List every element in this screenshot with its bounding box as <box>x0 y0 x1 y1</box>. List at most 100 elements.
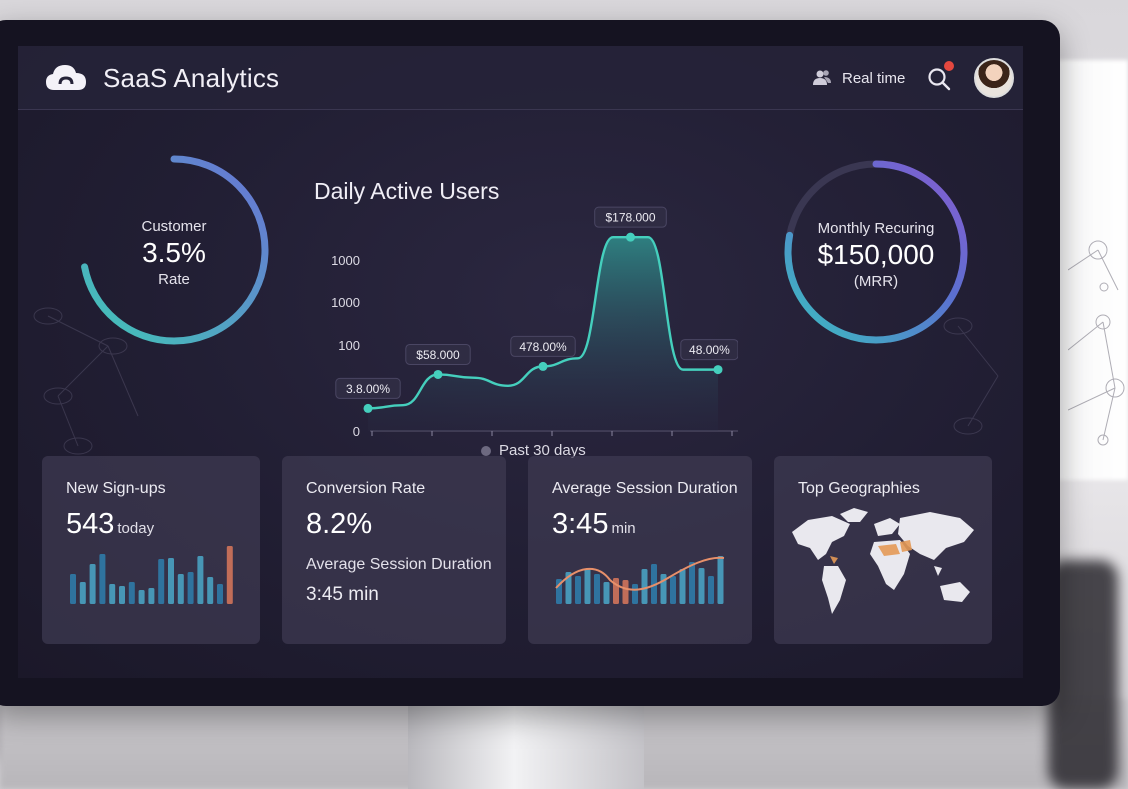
background-network-graphic <box>1068 240 1125 446</box>
dau-data-point[interactable] <box>626 232 635 242</box>
conversion-rate-card[interactable]: Conversion Rate 8.2% Average Session Dur… <box>282 456 506 644</box>
legend-label: Past 30 days <box>499 442 586 459</box>
map-north-america <box>792 516 850 560</box>
mrr-label: Monthly Recuring <box>817 220 935 237</box>
app-title: SaaS Analytics <box>103 63 280 93</box>
dau-title: Daily Active Users <box>314 178 500 204</box>
conversion-value: 8.2% <box>306 508 373 540</box>
dau-data-point[interactable] <box>433 369 443 379</box>
signups-bar <box>207 577 214 604</box>
map-highlight-central-america <box>830 556 838 564</box>
dau-data-label: $178.000 <box>605 211 655 225</box>
map-africa <box>870 540 910 590</box>
signups-bar <box>217 584 223 604</box>
session-bar <box>641 569 648 604</box>
map-highlight-middle-east <box>900 540 912 552</box>
map-highlight-north-africa <box>878 544 900 556</box>
session-title: Average Session Duration <box>552 480 738 497</box>
signups-bar <box>226 546 233 604</box>
map-southeast-asia <box>934 566 942 576</box>
dau-line <box>367 235 718 410</box>
dau-area <box>368 237 718 431</box>
session-bar <box>584 569 591 604</box>
signups-bar <box>128 582 135 604</box>
cloud-logo-icon <box>46 65 86 90</box>
session-bar <box>689 562 695 604</box>
users-icon[interactable] <box>812 68 832 88</box>
y-tick-label: 0 <box>353 424 360 438</box>
session-bar <box>698 568 705 604</box>
signups-bar <box>187 572 194 604</box>
mrr-value: $150,000 <box>817 239 935 270</box>
notification-dot <box>944 61 954 71</box>
signups-bar <box>79 582 86 604</box>
user-avatar[interactable] <box>974 58 1014 98</box>
session-number: 3:45 <box>552 508 609 540</box>
session-unit: min <box>611 520 636 537</box>
signups-bar <box>138 590 145 604</box>
conversion-sub-value: 3:45 min <box>306 584 379 605</box>
map-greenland <box>840 508 868 522</box>
dau-chart: 02010010001000AoroMonVlipMonJohSgoTrop 3… <box>331 206 738 438</box>
signups-bar <box>148 588 155 604</box>
signups-bar <box>168 558 174 604</box>
dau-data-label: 478.00% <box>519 340 567 354</box>
session-bar-chart <box>555 556 725 604</box>
dau-data-label: 3.8.00% <box>346 382 390 396</box>
signups-bar <box>197 556 204 604</box>
signups-bar <box>99 554 106 604</box>
map-australia <box>940 582 970 602</box>
y-tick-label: 100 <box>338 338 360 353</box>
session-bar <box>632 584 638 604</box>
legend-dot <box>481 445 491 456</box>
session-bar <box>670 576 676 604</box>
customer-rate-sub: Rate <box>158 271 190 288</box>
customer-rate-value: 3.5% <box>142 237 206 268</box>
dau-legend: Past 30 days <box>481 442 586 459</box>
signups-bar <box>158 559 165 604</box>
session-bar <box>622 580 629 604</box>
session-bar <box>603 582 610 604</box>
dau-data-label-box <box>405 343 471 365</box>
signups-value: 543 today <box>66 508 154 541</box>
mrr-sub: (MRR) <box>853 273 899 290</box>
signups-title: New Sign-ups <box>66 480 166 497</box>
map-south-america <box>822 566 846 614</box>
signups-number: 543 <box>66 508 115 540</box>
dau-data-point[interactable] <box>713 365 723 375</box>
y-tick-label: 1000 <box>331 253 360 268</box>
screen-network-graphic <box>33 307 999 455</box>
session-bar <box>575 576 581 604</box>
realtime-link[interactable]: Real time <box>842 70 906 87</box>
dau-data-label: $58.000 <box>416 348 460 362</box>
top-geographies-card[interactable]: Top Geographies <box>774 456 992 644</box>
dau-data-label-box <box>335 377 401 399</box>
dau-data-point[interactable] <box>363 403 373 413</box>
mrr-text: Monthly Recuring $150,000 (MRR) <box>801 220 951 290</box>
customer-rate-text: Customer 3.5% Rate <box>114 218 234 288</box>
session-value: 3:45 min <box>552 508 636 541</box>
signups-bar <box>89 564 96 604</box>
dau-data-label-box <box>594 206 667 228</box>
session-bar <box>717 556 724 604</box>
signups-bar <box>109 584 116 604</box>
customer-rate-label: Customer <box>141 218 207 235</box>
session-bar <box>708 576 714 604</box>
new-signups-card[interactable]: New Sign-ups 543 today <box>42 456 260 644</box>
signups-bar <box>177 574 184 604</box>
dau-data-label: 48.00% <box>689 343 730 357</box>
session-bar <box>679 569 686 604</box>
session-bar <box>594 574 600 604</box>
monitor: SaaS Analytics Real time Custome <box>0 20 1060 706</box>
map-europe <box>874 518 900 536</box>
conversion-title: Conversion Rate <box>306 480 426 497</box>
search-icon[interactable] <box>926 66 952 92</box>
signups-bar <box>119 586 125 604</box>
dau-data-label-box <box>510 335 576 357</box>
signups-bar <box>70 574 76 604</box>
session-bar <box>651 564 657 604</box>
geo-title: Top Geographies <box>798 480 920 497</box>
dau-data-point[interactable] <box>538 361 548 371</box>
y-tick-label: 1000 <box>331 295 360 310</box>
session-duration-card[interactable]: Average Session Duration 3:45 min <box>528 456 752 644</box>
